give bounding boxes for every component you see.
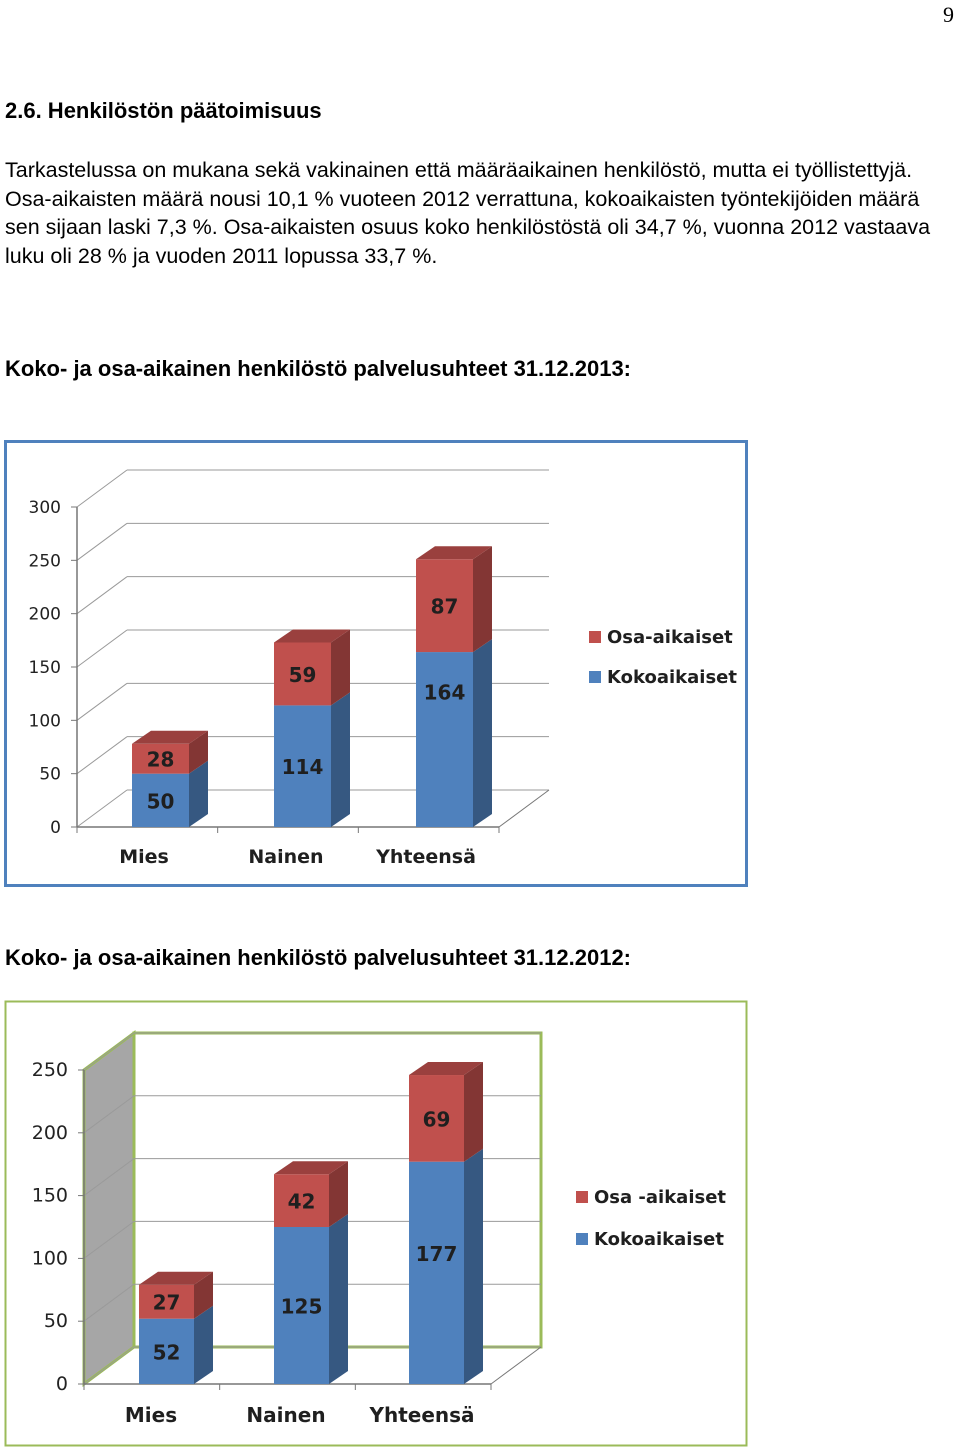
y-tick-label: 0: [56, 1373, 68, 1395]
bar-segment: [409, 1075, 464, 1162]
chart-2012-svg: 0 50 100 150 200 250 52 27 Mies 125 42 Nainen 177 69 Y…: [4, 1000, 748, 1447]
gridline-side: [76, 682, 128, 721]
bar-segment: [409, 1161, 464, 1384]
gridline-side: [83, 1158, 135, 1197]
floor-edge: [490, 1346, 542, 1385]
bar-side: [189, 730, 208, 774]
gridline-side: [76, 629, 128, 668]
bar-top: [132, 730, 208, 744]
chart-2013-svg: 0 50 100 150 200 250 300 50 28 Mies 114 59 Nainen 164…: [4, 440, 748, 887]
bar-segment: [274, 1174, 329, 1227]
chart-2012: 0 50 100 150 200 250 52 27 Mies 125 42 Nainen 177 69 Y…: [4, 1000, 749, 1453]
bar-top: [274, 629, 350, 643]
gridline-side: [83, 1032, 135, 1071]
legend-label: Kokoaikaiset: [594, 1229, 724, 1250]
section-heading: 2.6. Henkilöstön päätoimisuus: [5, 98, 322, 123]
bar-segment: [139, 1318, 194, 1384]
side-wall: [82, 1030, 136, 1387]
data-label: 28: [147, 748, 175, 772]
y-tick-label: 100: [29, 711, 61, 731]
data-label: 87: [431, 595, 459, 619]
page-number: 9: [943, 2, 954, 27]
bar-segment: [132, 743, 189, 774]
bar-top: [416, 546, 492, 560]
floor-edge: [498, 789, 550, 828]
bar-segment: [274, 642, 331, 706]
data-label: 42: [288, 1190, 316, 1214]
legend-swatch: [589, 631, 601, 643]
y-tick-label: 0: [50, 818, 61, 838]
y-tick-label: 150: [32, 1185, 68, 1207]
y-tick-label: 250: [29, 551, 61, 571]
bar-top: [409, 1062, 483, 1076]
bar-segment: [274, 705, 331, 827]
x-category-label: Yhteensä: [368, 1403, 474, 1427]
x-category-label: Mies: [125, 1403, 177, 1427]
bar-side: [464, 1148, 483, 1384]
bar-side: [329, 1214, 348, 1384]
y-tick-label: 200: [29, 605, 61, 625]
bar-side: [189, 760, 208, 827]
gridline-side: [76, 469, 128, 508]
data-label: 69: [423, 1107, 451, 1131]
y-tick-label: 100: [32, 1247, 68, 1269]
bar-side: [464, 1062, 483, 1162]
x-category-label: Nainen: [248, 846, 323, 868]
x-category-label: Mies: [119, 846, 169, 868]
x-category-label: Nainen: [246, 1403, 325, 1427]
y-tick-label: 300: [29, 498, 61, 518]
legend-label: Osa-aikaiset: [607, 627, 733, 648]
chart-2013-caption: Koko- ja osa-aikainen henkilöstö palvelu…: [5, 356, 632, 381]
gridline-side: [76, 522, 128, 561]
bar-side: [473, 639, 492, 827]
bar-side: [194, 1305, 213, 1384]
bar-segment: [416, 652, 473, 827]
gridline-side: [83, 1095, 135, 1134]
gridline-side: [83, 1283, 135, 1322]
data-label: 177: [416, 1242, 458, 1266]
y-tick-label: 50: [44, 1310, 68, 1332]
gridline-side: [76, 736, 128, 775]
gridline-side: [76, 789, 128, 828]
y-tick-label: 250: [32, 1059, 68, 1081]
legend-swatch: [589, 671, 601, 683]
bar-side: [473, 546, 492, 653]
x-category-label: Yhteensä: [375, 846, 476, 868]
y-tick-label: 150: [29, 658, 61, 678]
data-label: 59: [289, 663, 317, 687]
chart-frame: [4, 440, 748, 887]
legend-label: Kokoaikaiset: [607, 667, 737, 688]
bar-side: [329, 1161, 348, 1227]
bar-segment: [132, 773, 189, 827]
bar-top: [139, 1271, 213, 1285]
bar-segment: [274, 1227, 329, 1384]
y-tick-label: 200: [32, 1122, 68, 1144]
legend-swatch: [576, 1191, 588, 1203]
legend-label: Osa -aikaiset: [594, 1187, 726, 1208]
gridline-side: [83, 1220, 135, 1259]
bar-side: [331, 692, 350, 827]
data-label: 125: [281, 1295, 323, 1319]
section-paragraph: Tarkastelussa on mukana sekä vakinainen …: [5, 156, 955, 270]
data-label: 52: [153, 1340, 181, 1364]
chart-2012-caption: Koko- ja osa-aikainen henkilöstö palvelu…: [5, 945, 632, 970]
legend-swatch: [576, 1233, 588, 1245]
chart-2013: 0 50 100 150 200 250 300 50 28 Mies 114 59 Nainen 164…: [4, 440, 749, 893]
bar-top: [274, 1161, 348, 1175]
data-label: 164: [424, 681, 466, 705]
bar-segment: [139, 1284, 194, 1319]
gridline-side: [83, 1346, 135, 1385]
gridline-side: [76, 576, 128, 615]
y-tick-label: 50: [39, 765, 61, 785]
bar-segment: [416, 559, 473, 653]
data-label: 114: [282, 755, 324, 779]
bar-side: [194, 1271, 213, 1319]
data-label: 50: [147, 789, 175, 813]
data-label: 27: [153, 1291, 181, 1315]
bar-side: [331, 629, 350, 706]
paragraph-text: Tarkastelussa on mukana sekä vakinainen …: [5, 158, 931, 268]
